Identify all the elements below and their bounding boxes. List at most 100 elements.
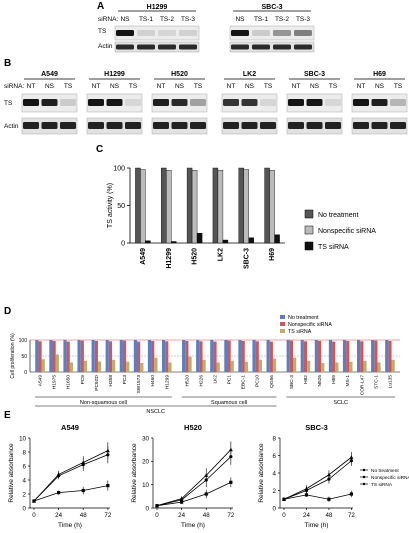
bar-no-treatment <box>63 340 67 372</box>
bar-nonspecific-sirna <box>227 340 231 372</box>
lane-label: NS <box>110 83 120 90</box>
bar-nonspecific-sirna <box>243 169 249 244</box>
lane-label: NS <box>175 83 185 90</box>
x-tick-label: COR-L47 <box>359 375 365 396</box>
ts-band <box>306 99 323 106</box>
x-tick-label: SBC-3 <box>289 375 295 389</box>
bar-no-treatment <box>371 340 375 372</box>
bar-ts-sirna <box>83 360 88 372</box>
lane-label: NS <box>310 83 320 90</box>
actin-band <box>23 122 39 129</box>
lane-label: TS-1 <box>139 16 153 23</box>
bar-no-treatment <box>210 340 214 372</box>
legend-marker <box>362 468 366 472</box>
bar-ts-sirna <box>335 362 339 372</box>
ts-band <box>41 99 58 106</box>
actin-band <box>106 122 123 129</box>
bar-nonspecific-sirna <box>185 340 189 372</box>
ts-band <box>153 99 169 106</box>
bar-no-treatment <box>252 340 256 372</box>
bar-nonspecific-sirna <box>241 340 245 372</box>
data-point <box>81 463 85 467</box>
group-label: H520 <box>171 71 188 78</box>
actin-band <box>88 122 104 129</box>
actin-band <box>294 44 312 50</box>
bar-no-treatment <box>77 340 81 372</box>
legend-label: Nonspecific siRNA <box>318 228 376 235</box>
actin-band <box>41 122 58 129</box>
lane-label: NT <box>92 83 101 90</box>
blot-strip-actin <box>229 41 315 53</box>
legend-label: No treatment <box>371 468 399 474</box>
bar-ts-sirna <box>248 237 254 244</box>
bar-ts-sirna <box>154 357 158 372</box>
lane-label: NS <box>235 16 245 23</box>
data-point <box>106 484 110 488</box>
panel-label-e: E <box>4 410 11 421</box>
data-point <box>327 477 331 481</box>
bar-nonspecific-sirna <box>151 340 155 372</box>
bar-no-treatment <box>357 340 361 372</box>
bar-ts-sirna <box>188 356 192 372</box>
legend-swatch <box>304 241 314 251</box>
bar-ts-sirna <box>171 241 177 244</box>
x-tick-label: PC9 <box>80 375 86 385</box>
bar-nonspecific-sirna <box>303 341 308 372</box>
ts-band <box>371 99 388 106</box>
row-label-actin: Actin <box>4 123 19 130</box>
bar-nonspecific-sirna <box>332 341 336 372</box>
x-tick-label: H520 <box>184 375 190 387</box>
bar-ts-sirna <box>202 359 206 372</box>
data-point <box>304 493 309 497</box>
legend-swatch <box>304 209 314 219</box>
y-tick-label: 50 <box>21 354 27 360</box>
legend-swatch <box>304 225 314 235</box>
legend-label: No treatment <box>288 315 319 321</box>
actin-band <box>371 122 388 129</box>
bar-ts-sirna <box>258 359 263 372</box>
ts-band <box>260 99 276 106</box>
x-tick-label: STC-1 <box>373 375 379 389</box>
y-axis-label: Relative absorbance <box>131 443 138 503</box>
actin-band <box>252 44 270 50</box>
bar-ts-sirna <box>140 363 144 372</box>
ts-band <box>353 99 369 106</box>
lane-label: TS <box>394 83 403 90</box>
y-tick-label: 10 <box>19 435 26 442</box>
blot-strip-ts <box>229 25 315 41</box>
actin-band <box>171 122 188 129</box>
x-tick-label: 48 <box>80 512 87 519</box>
bar-no-treatment <box>264 167 270 244</box>
y-tick-label: 100 <box>19 338 28 344</box>
bar-ts-sirna <box>145 240 151 244</box>
bar-no-treatment <box>238 340 242 372</box>
series-line <box>156 456 232 507</box>
actin-band <box>325 122 341 129</box>
bar-ts-sirna <box>168 362 172 372</box>
panel-a-blot: H1299 SBC-3 siRNA: NS TS-1 TS-2 TS-3 NS TS-1 T… <box>98 4 315 53</box>
legend-label: TS siRNA <box>288 329 312 335</box>
lane-label: TS-3 <box>296 16 310 23</box>
bar-nonspecific-sirna <box>269 341 273 372</box>
chart-title: A549 <box>61 423 79 432</box>
bar-no-treatment <box>91 340 95 372</box>
x-axis-label: Time (h) <box>58 522 82 529</box>
ts-band <box>325 99 341 106</box>
lane-label: TS <box>64 83 73 90</box>
x-tick-label: 72 <box>227 512 234 519</box>
legend-label: TS siRNA <box>371 482 393 488</box>
ts-band <box>125 99 141 106</box>
x-tick-label: 48 <box>325 512 332 519</box>
bar-nonspecific-sirna <box>122 340 127 372</box>
x-tick-label: 48 <box>203 512 210 519</box>
chart-title: H520 <box>184 423 202 432</box>
data-point <box>32 499 36 503</box>
actin-band <box>241 122 258 129</box>
x-tick-label: PC10 <box>255 375 261 387</box>
y-tick-label: 0 <box>23 505 27 512</box>
y-tick-label: 8 <box>23 449 27 456</box>
y-tick-label: 100 <box>113 166 125 173</box>
panel-label-b: B <box>4 58 11 69</box>
